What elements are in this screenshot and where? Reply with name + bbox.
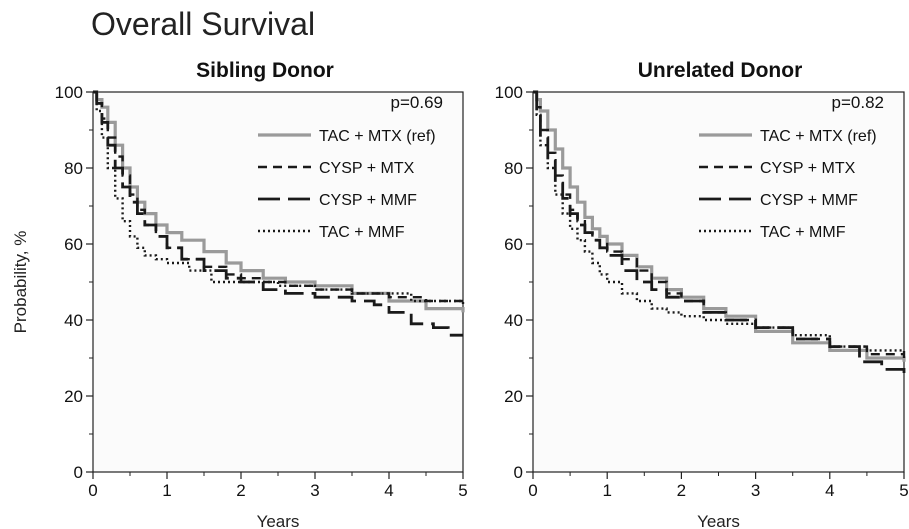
x-tick-label: 1 xyxy=(162,481,171,500)
series-line-0 xyxy=(533,90,906,362)
legend-label-0: TAC + MTX (ref) xyxy=(760,128,877,145)
series-line-0 xyxy=(93,90,465,313)
y-tick-label: 80 xyxy=(64,159,83,178)
x-tick-label: 3 xyxy=(751,481,760,500)
series-line-3 xyxy=(93,90,465,305)
legend-label-2: CYSP + MMF xyxy=(319,192,417,209)
series-line-2 xyxy=(93,90,463,337)
figure-title: Overall Survival xyxy=(91,6,316,42)
y-tick-label: 0 xyxy=(514,463,523,482)
legend-label-3: TAC + MMF xyxy=(319,224,405,241)
x-axis-label: Years xyxy=(257,512,300,529)
y-tick-label: 40 xyxy=(64,311,83,330)
x-tick-label: 4 xyxy=(384,481,393,500)
chart-panel-1: Unrelated Donor 0 20 40 60 80 100 0 1 2 3 4 5 Years p=… xyxy=(495,59,909,529)
legend-label-1: CYSP + MTX xyxy=(760,160,856,177)
panel-title: Unrelated Donor xyxy=(638,59,803,82)
legend-label-0: TAC + MTX (ref) xyxy=(319,128,436,145)
panel-title: Sibling Donor xyxy=(196,59,334,82)
y-tick-label: 100 xyxy=(495,83,523,102)
y-tick-label: 60 xyxy=(504,235,523,254)
series-line-3 xyxy=(533,90,906,355)
y-tick-label: 20 xyxy=(504,387,523,406)
y-tick-label: 80 xyxy=(504,159,523,178)
legend-label-2: CYSP + MMF xyxy=(760,192,858,209)
y-tick-label: 40 xyxy=(504,311,523,330)
x-tick-label: 0 xyxy=(88,481,97,500)
x-tick-label: 2 xyxy=(677,481,686,500)
plot-frame xyxy=(532,91,905,473)
y-tick-label: 20 xyxy=(64,387,83,406)
x-tick-label: 5 xyxy=(458,481,467,500)
x-tick-label: 1 xyxy=(602,481,611,500)
x-tick-label: 2 xyxy=(236,481,245,500)
legend-label-3: TAC + MMF xyxy=(760,224,846,241)
x-tick-label: 3 xyxy=(310,481,319,500)
x-tick-label: 0 xyxy=(528,481,537,500)
p-value-annotation: p=0.82 xyxy=(832,93,884,112)
y-tick-label: 60 xyxy=(64,235,83,254)
chart-panel-0: Sibling Donor 0 20 40 60 80 100 0 1 2 3 4 5 Years Prob… xyxy=(11,59,468,529)
legend-label-1: CYSP + MTX xyxy=(319,160,415,177)
y-tick-label: 0 xyxy=(74,463,83,482)
p-value-annotation: p=0.69 xyxy=(391,93,443,112)
x-tick-label: 4 xyxy=(825,481,834,500)
x-axis-label: Years xyxy=(697,512,740,529)
y-tick-label: 100 xyxy=(55,83,83,102)
y-axis-label: Probability, % xyxy=(11,231,30,334)
x-tick-label: 5 xyxy=(899,481,908,500)
